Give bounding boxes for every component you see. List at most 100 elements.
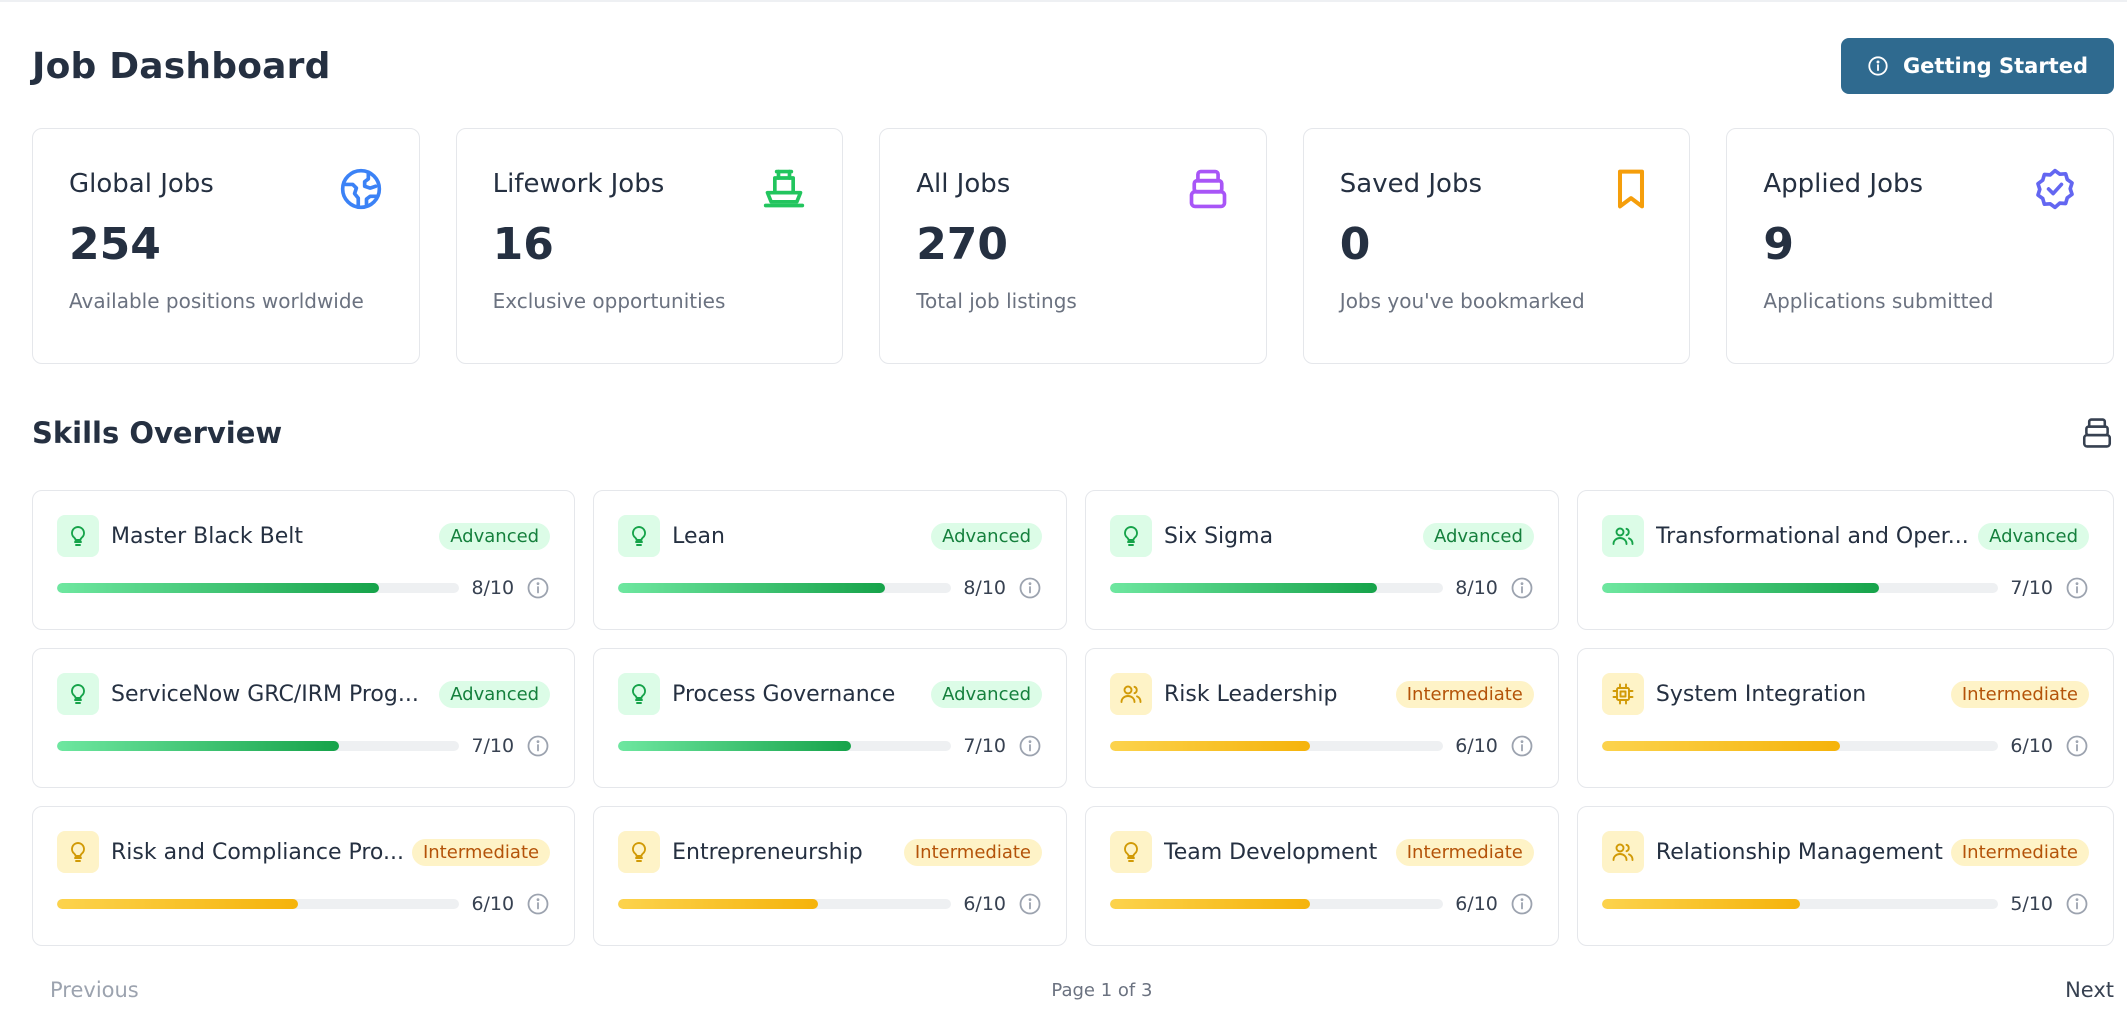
skill-progress-track bbox=[1110, 899, 1444, 909]
stat-card-applied-jobs[interactable]: Applied Jobs 9 Applications submitted bbox=[1726, 128, 2114, 364]
stat-title: All Jobs bbox=[916, 169, 1011, 199]
stat-card-all-jobs[interactable]: All Jobs 270 Total job listings bbox=[879, 128, 1267, 364]
skill-name: Transformational and Oper... bbox=[1655, 523, 1969, 549]
stat-value: 0 bbox=[1339, 219, 1371, 270]
skill-card-master-black-belt[interactable]: Master Black Belt Advanced 8/10 bbox=[32, 490, 576, 630]
skill-progress-fill bbox=[1601, 899, 1801, 909]
skill-card-relationship-management[interactable]: Relationship Management Intermediate 5/10 bbox=[1576, 806, 2114, 946]
skill-progress-row: 6/10 bbox=[57, 889, 550, 919]
skill-name: Entrepreneurship bbox=[672, 839, 863, 865]
skill-progress-row: 7/10 bbox=[618, 731, 1042, 761]
skill-progress-track bbox=[618, 741, 952, 751]
skill-progress-row: 7/10 bbox=[57, 731, 550, 761]
globe-icon bbox=[340, 168, 381, 210]
skill-progress-row: 8/10 bbox=[618, 573, 1042, 603]
skill-name: Six Sigma bbox=[1164, 523, 1274, 549]
skill-level-badge: Intermediate bbox=[1950, 838, 2089, 866]
info-circle-icon[interactable] bbox=[526, 734, 550, 758]
skill-level-badge: Advanced bbox=[439, 680, 551, 708]
skill-progress-track bbox=[57, 741, 460, 751]
skill-header: Relationship Management Intermediate bbox=[1601, 831, 2089, 873]
stat-subtitle: Available positions worldwide bbox=[69, 289, 364, 313]
stat-card-saved-jobs[interactable]: Saved Jobs 0 Jobs you've bookmarked bbox=[1302, 128, 1691, 364]
lightbulb-icon bbox=[632, 684, 647, 704]
info-circle-icon[interactable] bbox=[1510, 892, 1534, 916]
page-info: Page 1 of 3 bbox=[1051, 979, 1153, 1001]
database-icon[interactable] bbox=[2080, 416, 2114, 450]
next-button[interactable]: Next bbox=[2065, 978, 2114, 1002]
skill-card-servicenow-grc-irm-prog[interactable]: ServiceNow GRC/IRM Prog... Advanced 7/10 bbox=[32, 648, 576, 788]
bookmark-icon bbox=[1618, 169, 1645, 209]
stat-value: 9 bbox=[1763, 219, 1795, 270]
info-circle-icon[interactable] bbox=[1018, 892, 1042, 916]
skill-card-team-development[interactable]: Team Development Intermediate 6/10 bbox=[1085, 806, 1559, 946]
getting-started-label: Getting Started bbox=[1902, 54, 2088, 78]
skill-score: 6/10 bbox=[963, 893, 1006, 915]
previous-button[interactable]: Previous bbox=[32, 978, 139, 1002]
skill-icon-box bbox=[57, 831, 99, 873]
badge-check-icon bbox=[2036, 168, 2074, 210]
info-circle-icon[interactable] bbox=[526, 576, 550, 600]
skill-card-process-governance[interactable]: Process Governance Advanced 7/10 bbox=[593, 648, 1067, 788]
skill-progress-fill bbox=[1110, 583, 1377, 593]
skill-progress-fill bbox=[1110, 741, 1310, 751]
skill-icon-box bbox=[1601, 515, 1644, 557]
skill-progress-track bbox=[1110, 583, 1444, 593]
skill-progress-fill bbox=[1110, 899, 1310, 909]
skill-name: Master Black Belt bbox=[111, 523, 304, 549]
info-circle-icon[interactable] bbox=[1510, 576, 1534, 600]
lightbulb-icon bbox=[1124, 842, 1138, 862]
skill-name: Lean bbox=[672, 523, 725, 549]
skill-card-risk-leadership[interactable]: Risk Leadership Intermediate 6/10 bbox=[1085, 648, 1559, 788]
lightbulb-icon bbox=[71, 526, 85, 546]
info-circle-icon[interactable] bbox=[2065, 892, 2089, 916]
info-circle-icon bbox=[1868, 56, 1888, 76]
skill-progress-row: 6/10 bbox=[1110, 889, 1534, 919]
skill-progress-row: 6/10 bbox=[618, 889, 1042, 919]
skill-header: Master Black Belt Advanced bbox=[57, 515, 551, 557]
skill-score: 6/10 bbox=[1455, 893, 1498, 915]
skill-progress-fill bbox=[618, 741, 852, 751]
info-circle-icon[interactable] bbox=[1510, 734, 1534, 758]
skill-level-badge: Advanced bbox=[1978, 522, 2089, 550]
database-icon bbox=[1189, 169, 1227, 209]
skill-header: Risk Leadership Intermediate bbox=[1110, 673, 1534, 715]
stat-title: Saved Jobs bbox=[1339, 169, 1483, 199]
stat-card-global-jobs[interactable]: Global Jobs 254 Available positions worl… bbox=[32, 128, 420, 364]
stat-card-lifework-jobs[interactable]: Lifework Jobs 16 Exclusive opportunities bbox=[455, 128, 844, 364]
skill-card-lean[interactable]: Lean Advanced 8/10 bbox=[593, 490, 1067, 630]
info-circle-icon[interactable] bbox=[1018, 576, 1042, 600]
info-circle-icon[interactable] bbox=[2065, 576, 2089, 600]
lightbulb-icon bbox=[71, 684, 85, 704]
skill-level-badge: Advanced bbox=[1422, 522, 1534, 550]
stat-title: Lifework Jobs bbox=[492, 169, 665, 199]
skill-score: 7/10 bbox=[963, 735, 1006, 757]
skills-section-header: Skills Overview bbox=[32, 412, 2114, 454]
skill-level-badge: Advanced bbox=[931, 522, 1042, 550]
skill-icon-box bbox=[1110, 831, 1152, 873]
stat-value: 270 bbox=[916, 219, 1009, 270]
section-title: Skills Overview bbox=[32, 416, 283, 450]
skill-card-transformational-and-oper[interactable]: Transformational and Oper... Advanced 7/10 bbox=[1576, 490, 2114, 630]
stat-title: Applied Jobs bbox=[1763, 169, 1924, 199]
skill-header: Entrepreneurship Intermediate bbox=[618, 831, 1042, 873]
skill-card-system-integration[interactable]: System Integration Intermediate 6/10 bbox=[1576, 648, 2114, 788]
users-icon bbox=[1120, 685, 1142, 703]
skill-card-six-sigma[interactable]: Six Sigma Advanced 8/10 bbox=[1085, 490, 1559, 630]
skill-name: Process Governance bbox=[672, 681, 896, 707]
skill-header: Risk and Compliance Pro... Intermediate bbox=[57, 831, 551, 873]
info-circle-icon[interactable] bbox=[526, 892, 550, 916]
skill-progress-row: 8/10 bbox=[57, 573, 550, 603]
users-icon bbox=[1612, 527, 1634, 545]
users-icon bbox=[1612, 843, 1634, 861]
skill-progress-track bbox=[618, 583, 952, 593]
skill-progress-track bbox=[1110, 741, 1444, 751]
getting-started-button[interactable]: Getting Started bbox=[1840, 38, 2114, 94]
info-circle-icon[interactable] bbox=[2065, 734, 2089, 758]
skill-progress-track bbox=[1601, 899, 1999, 909]
skill-level-badge: Intermediate bbox=[411, 838, 551, 866]
info-circle-icon[interactable] bbox=[1018, 734, 1042, 758]
skill-icon-box bbox=[1110, 515, 1152, 557]
skill-card-entrepreneurship[interactable]: Entrepreneurship Intermediate 6/10 bbox=[593, 806, 1067, 946]
skill-card-risk-and-compliance-pro[interactable]: Risk and Compliance Pro... Intermediate 6/… bbox=[32, 806, 576, 946]
